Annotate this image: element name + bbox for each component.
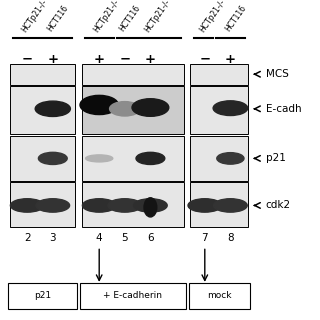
Text: cdk2: cdk2 (266, 200, 291, 211)
Text: 7: 7 (202, 233, 208, 244)
Ellipse shape (35, 101, 70, 116)
Text: + E-cadherin: + E-cadherin (103, 292, 162, 300)
Text: 8: 8 (227, 233, 234, 244)
Text: −: − (22, 53, 33, 66)
Text: p21: p21 (266, 153, 285, 164)
Text: mock: mock (207, 292, 231, 300)
Text: MCS: MCS (266, 69, 288, 79)
Ellipse shape (83, 199, 116, 212)
Bar (190, 64, 248, 85)
Ellipse shape (132, 99, 169, 116)
Text: HCT116: HCT116 (45, 4, 70, 34)
Ellipse shape (36, 199, 70, 212)
Bar (82, 64, 184, 85)
Ellipse shape (80, 95, 118, 115)
Ellipse shape (11, 199, 44, 212)
Ellipse shape (213, 101, 248, 116)
Text: HCTp21-/-: HCTp21-/- (20, 0, 49, 34)
Bar (82, 86, 184, 134)
Ellipse shape (217, 153, 244, 164)
Bar (10, 86, 75, 134)
Ellipse shape (144, 198, 157, 217)
Ellipse shape (38, 152, 67, 164)
Text: HCT116: HCT116 (117, 4, 142, 34)
Text: −: − (119, 53, 130, 66)
Text: 5: 5 (122, 233, 128, 244)
Bar (190, 136, 248, 181)
Text: HCTp21-/-: HCTp21-/- (197, 0, 227, 34)
Text: +: + (225, 53, 236, 66)
Text: E-cadh: E-cadh (266, 104, 301, 114)
Text: 3: 3 (50, 233, 56, 244)
Ellipse shape (188, 199, 222, 212)
Text: +: + (94, 53, 105, 66)
Ellipse shape (108, 199, 142, 212)
Bar (10, 182, 75, 227)
Ellipse shape (109, 101, 140, 116)
Text: 4: 4 (96, 233, 102, 244)
FancyBboxPatch shape (8, 283, 77, 309)
Text: 6: 6 (147, 233, 154, 244)
FancyBboxPatch shape (80, 283, 186, 309)
Text: +: + (145, 53, 156, 66)
Text: HCTp21-/-: HCTp21-/- (143, 0, 172, 34)
FancyBboxPatch shape (189, 283, 250, 309)
Ellipse shape (136, 152, 165, 164)
Bar (82, 136, 184, 181)
Bar (10, 136, 75, 181)
Text: HCTp21-/-: HCTp21-/- (92, 0, 121, 34)
Bar (10, 64, 75, 85)
Ellipse shape (214, 199, 247, 212)
Text: p21: p21 (34, 292, 51, 300)
Text: HCT116: HCT116 (223, 4, 248, 34)
Bar (190, 182, 248, 227)
Bar (190, 86, 248, 134)
Text: +: + (47, 53, 58, 66)
Bar (82, 182, 184, 227)
Text: −: − (199, 53, 210, 66)
Ellipse shape (133, 199, 167, 212)
Ellipse shape (86, 155, 113, 162)
Text: 2: 2 (24, 233, 30, 244)
